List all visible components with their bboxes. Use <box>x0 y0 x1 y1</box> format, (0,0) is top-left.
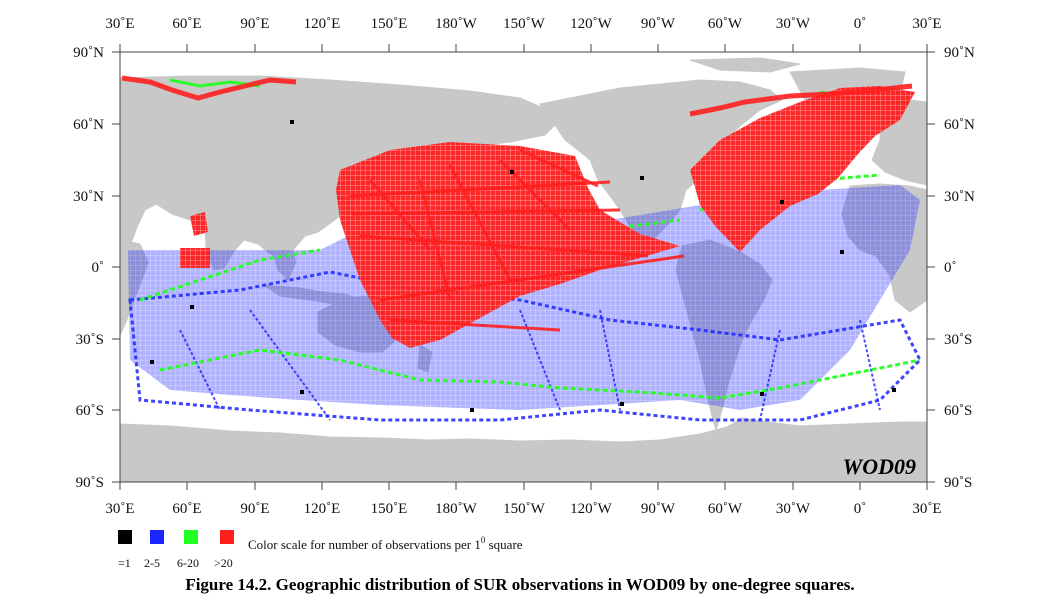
right-lat-label: 60˚N <box>944 117 975 133</box>
bottom-ticks <box>119 482 928 490</box>
top-lon-labels: 30˚E 60˚E 90˚E 120˚E 150˚E 180˚W 150˚W 1… <box>105 16 941 32</box>
legend: =1 2-5 6-20 >20 Color scale for number o… <box>118 530 523 570</box>
left-lat-labels: 90˚N 60˚N 30˚N 0˚ 30˚S 60˚S 90˚S <box>73 45 104 491</box>
legend-note-superscript: 0 <box>481 535 486 545</box>
top-lon-label: 60˚E <box>172 16 201 32</box>
bottom-lon-label: 90˚E <box>240 501 269 517</box>
observations-red <box>121 75 915 348</box>
right-lat-label: 0˚ <box>944 260 957 276</box>
top-lon-label: 180˚W <box>435 16 477 32</box>
top-lon-label: 30˚W <box>776 16 811 32</box>
antarctica-shape <box>120 417 927 482</box>
top-lon-label: 120˚W <box>570 16 612 32</box>
left-lat-label: 0˚ <box>92 260 105 276</box>
eurasia-africa-shape <box>120 75 557 261</box>
bottom-lon-labels: 30˚E 60˚E 90˚E 120˚E 150˚E 180˚W 150˚W 1… <box>105 501 941 517</box>
legend-label-over-twenty: >20 <box>214 556 233 570</box>
bottom-lon-label: 30˚E <box>105 501 134 517</box>
legend-swatch-one <box>118 530 132 544</box>
top-lon-label: 120˚E <box>304 16 341 32</box>
right-ticks <box>927 51 935 483</box>
legend-swatch-two-five <box>150 530 164 544</box>
bottom-lon-label: 150˚W <box>503 501 545 517</box>
left-ticks <box>112 51 120 483</box>
legend-label-six-twenty: 6-20 <box>177 556 199 570</box>
left-lat-label: 60˚N <box>73 117 104 133</box>
legend-note-main: Color scale for number of observations p… <box>248 537 481 552</box>
bottom-lon-label: 90˚W <box>641 501 676 517</box>
bottom-lon-label: 30˚W <box>776 501 811 517</box>
left-lat-label: 30˚N <box>73 189 104 205</box>
right-lat-label: 90˚N <box>944 45 975 61</box>
top-lon-label: 90˚W <box>641 16 676 32</box>
legend-note-tail: square <box>485 537 522 552</box>
bottom-lon-label: 180˚W <box>435 501 477 517</box>
figure-caption: Figure 14.2. Geographic distribution of … <box>185 575 855 594</box>
legend-label-one: =1 <box>118 556 131 570</box>
bottom-lon-label: 30˚E <box>912 501 941 517</box>
bottom-lon-label: 120˚E <box>304 501 341 517</box>
left-lat-label: 90˚N <box>73 45 104 61</box>
top-lon-label: 30˚E <box>105 16 134 32</box>
bottom-lon-label: 120˚W <box>570 501 612 517</box>
bottom-lon-label: 0˚ <box>854 501 867 517</box>
right-lat-labels: 90˚N 60˚N 30˚N 0˚ 30˚S 60˚S 90˚S <box>944 45 975 491</box>
arctic-islands-shape <box>689 57 801 73</box>
right-lat-label: 30˚N <box>944 189 975 205</box>
top-lon-label: 90˚E <box>240 16 269 32</box>
top-lon-label: 30˚E <box>912 16 941 32</box>
left-lat-label: 90˚S <box>76 475 104 491</box>
observations-black <box>150 120 896 412</box>
top-lon-label: 60˚W <box>708 16 743 32</box>
top-lon-label: 0˚ <box>854 16 867 32</box>
left-lat-label: 30˚S <box>76 332 104 348</box>
legend-swatch-six-twenty <box>184 530 198 544</box>
legend-note: Color scale for number of observations p… <box>248 535 523 552</box>
left-lat-label: 60˚S <box>76 403 104 419</box>
right-lat-label: 60˚S <box>944 403 972 419</box>
top-ticks <box>119 44 928 52</box>
wod09-badge: WOD09 <box>843 454 916 479</box>
right-lat-label: 90˚S <box>944 475 972 491</box>
top-lon-label: 150˚W <box>503 16 545 32</box>
legend-swatch-over-twenty <box>220 530 234 544</box>
legend-label-two-five: 2-5 <box>144 556 160 570</box>
bottom-lon-label: 60˚W <box>708 501 743 517</box>
bottom-lon-label: 150˚E <box>371 501 408 517</box>
right-lat-label: 30˚S <box>944 332 972 348</box>
top-lon-label: 150˚E <box>371 16 408 32</box>
north-america-shape <box>539 79 783 239</box>
bottom-lon-label: 60˚E <box>172 501 201 517</box>
